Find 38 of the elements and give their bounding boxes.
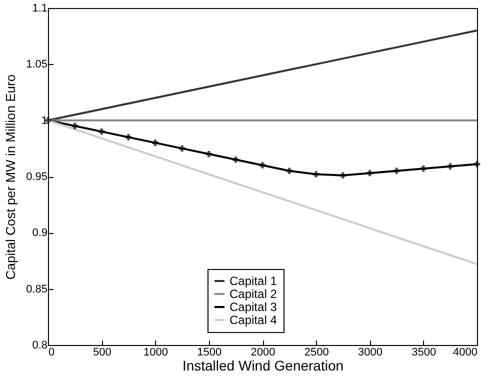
y-tick-label: 1.1 (32, 2, 48, 14)
point (393, 168, 400, 174)
point (447, 163, 454, 170)
point (286, 168, 292, 174)
point (206, 150, 212, 158)
x-tick-label: 3000 (358, 346, 382, 358)
legend-label: Capital 4 (230, 313, 278, 327)
point (152, 140, 158, 146)
point (125, 134, 132, 140)
point (474, 160, 480, 168)
x-tick-label: 0 (48, 346, 55, 358)
x-tick-label: 4000 (453, 346, 478, 358)
x-tick-label: 1500 (197, 346, 222, 358)
y-tick-label: 0.9 (32, 227, 48, 240)
legend-label: Capital 3 (230, 300, 278, 314)
point (178, 145, 186, 152)
legend-label: Capital 1 (230, 274, 278, 288)
y-tick-label: 0.8 (32, 340, 48, 352)
x-tick-label: 2500 (304, 346, 329, 358)
point (232, 156, 239, 163)
point (259, 162, 266, 168)
point (366, 170, 373, 176)
x-axis-title: Installed Wind Generation (182, 358, 344, 374)
x-tick-label: 500 (92, 346, 112, 358)
legend-label: Capital 2 (230, 287, 278, 301)
x-tick-label: 3500 (412, 346, 436, 358)
point (340, 172, 346, 179)
x-tick-label: 2000 (250, 346, 276, 358)
point (98, 128, 105, 135)
point (312, 171, 320, 178)
y-tick-label: 0.95 (26, 171, 48, 183)
y-tick-label: 1.05 (26, 58, 48, 71)
point (420, 165, 427, 172)
y-tick-label: 1 (41, 114, 48, 127)
y-tick-label: 0.85 (26, 283, 48, 296)
x-tick-label: 1000 (144, 346, 168, 358)
point (72, 122, 78, 130)
y-axis-title: Capital Cost per MW in Million Euro (3, 74, 18, 280)
